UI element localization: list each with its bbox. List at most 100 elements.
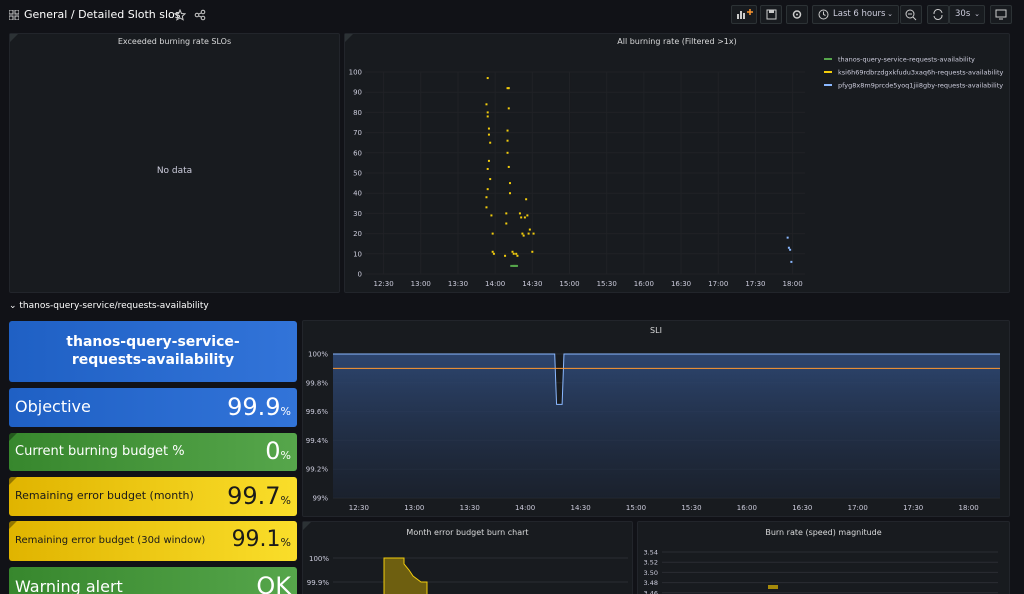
sli-chart: 100% 99.8% 99.6% 99.4% 99.2% 99% 12:30 13:00 13:…: [306, 351, 1000, 512]
x-tick-label: 16:00: [634, 280, 654, 288]
share-icon[interactable]: [194, 9, 206, 21]
refresh-button[interactable]: [927, 5, 949, 24]
legend-label: ksi6h69rdbrzdgxkfudu3xaq6h-requests-avai…: [838, 69, 1004, 77]
point: [506, 129, 509, 132]
point: [509, 182, 512, 185]
x-tick-label: 15:00: [626, 504, 646, 512]
x-tick-label: 15:30: [597, 280, 617, 288]
point: [492, 252, 495, 255]
x-tick-label: 14:00: [485, 280, 505, 288]
breadcrumb-folder[interactable]: General: [24, 8, 68, 21]
stat-panel: Remaining error budget (30d window) 99.1%: [9, 521, 297, 561]
burning-panel: All burning rate (Filtered >1x): [344, 33, 1010, 293]
point: [486, 188, 489, 191]
y-tick-label: 0: [358, 271, 362, 279]
point: [515, 252, 518, 255]
save-icon: [766, 9, 777, 20]
info-corner: [9, 477, 17, 485]
point: [504, 254, 507, 257]
chevron: ⌄: [974, 10, 980, 18]
value-number: 99.9: [227, 392, 281, 421]
point: [527, 232, 530, 235]
point: [523, 216, 526, 219]
refresh-icon: [933, 9, 943, 20]
settings-icon: [792, 10, 802, 19]
breadcrumb-dashboard[interactable]: Detailed Sloth slos: [78, 8, 181, 21]
x-tick-label: 14:30: [570, 504, 590, 512]
point: [485, 103, 488, 106]
add-panel-icon: [737, 9, 753, 19]
point: [489, 141, 492, 144]
x-tick-label: 13:30: [460, 504, 480, 512]
sli-area: [333, 354, 1000, 498]
time-range: Last 6 hours: [833, 9, 886, 19]
x-tick-label: 13:00: [404, 504, 424, 512]
stat-panel: Current burning budget % 0%: [9, 433, 297, 471]
point: [486, 111, 489, 114]
panel-title: SLI: [650, 326, 662, 335]
point: [521, 232, 524, 235]
y-tick-label: 3.48: [644, 579, 658, 587]
y-tick-label: 99.8%: [306, 379, 329, 387]
panel-title: Exceeded burning rate SLOs: [117, 37, 232, 46]
value-unit: %: [280, 493, 291, 507]
y-tick-label: 70: [353, 129, 362, 137]
stat-label: Current burning budget %: [15, 443, 185, 459]
panel-title: All burning rate (Filtered >1x): [617, 37, 737, 46]
add-panel-button[interactable]: [731, 5, 757, 24]
x-tick-label: 15:30: [681, 504, 701, 512]
value-number: OK: [256, 572, 291, 594]
x-tick-label: 14:00: [515, 504, 535, 512]
point: [489, 178, 492, 181]
info-corner: [9, 433, 17, 441]
point: [487, 133, 490, 136]
slo-name-stat: thanos-query-service-requests-availabili…: [9, 321, 297, 382]
point: [510, 264, 515, 267]
y-tick-label: 10: [353, 250, 362, 258]
stat-value: OK: [256, 572, 291, 594]
chevron: ⌄: [887, 10, 893, 18]
y-tick-label: 100%: [308, 351, 328, 359]
zoom-out-button[interactable]: [900, 5, 922, 24]
x-tick-label: 13:00: [411, 280, 431, 288]
y-tick-label: 40: [353, 190, 362, 198]
panel-title: Month error budget burn chart: [406, 528, 529, 537]
x-tick-label: 12:30: [349, 504, 369, 512]
x-tick-label: 16:00: [737, 504, 757, 512]
save-button[interactable]: [760, 5, 782, 24]
point: [505, 222, 508, 225]
stat-panel: Remaining error budget (month) 99.7%: [9, 477, 297, 516]
month-panel: Month error budget burn chart 100% 99.9%: [302, 521, 633, 594]
point: [486, 115, 489, 118]
row-header[interactable]: ⌄ thanos-query-service/requests-availabi…: [9, 301, 209, 311]
sli-line: [333, 353, 1000, 405]
refresh-interval[interactable]: 30s ⌄: [949, 5, 985, 24]
apps-icon[interactable]: [9, 10, 19, 20]
point: [485, 196, 488, 199]
stat-label: Remaining error budget (month): [15, 489, 194, 503]
point: [486, 77, 489, 80]
x-tick-label: 13:30: [448, 280, 468, 288]
x-tick-label: 17:00: [708, 280, 728, 288]
no-data: No data: [156, 166, 193, 176]
tv-mode-button[interactable]: [990, 5, 1012, 24]
slo-name: thanos-query-service-requests-availabili…: [66, 334, 240, 368]
info-corner: [345, 34, 353, 42]
point: [789, 248, 792, 251]
info-corner: [303, 522, 311, 530]
settings-button[interactable]: [786, 5, 808, 24]
y-tick-label: 99.9%: [307, 579, 330, 587]
y-tick-label: 3.54: [644, 549, 658, 557]
point: [512, 252, 515, 255]
x-tick-label: 16:30: [792, 504, 812, 512]
y-tick-label: 3.46: [644, 589, 658, 594]
point: [511, 250, 514, 253]
point: [532, 232, 535, 235]
point: [513, 264, 518, 267]
stat-value: 99.7%: [227, 482, 291, 510]
star-icon[interactable]: [174, 9, 186, 21]
stat-value: 99.9%: [227, 393, 291, 421]
point: [528, 228, 531, 231]
time-range-picker[interactable]: Last 6 hours ⌄: [812, 5, 899, 24]
point: [485, 206, 488, 209]
